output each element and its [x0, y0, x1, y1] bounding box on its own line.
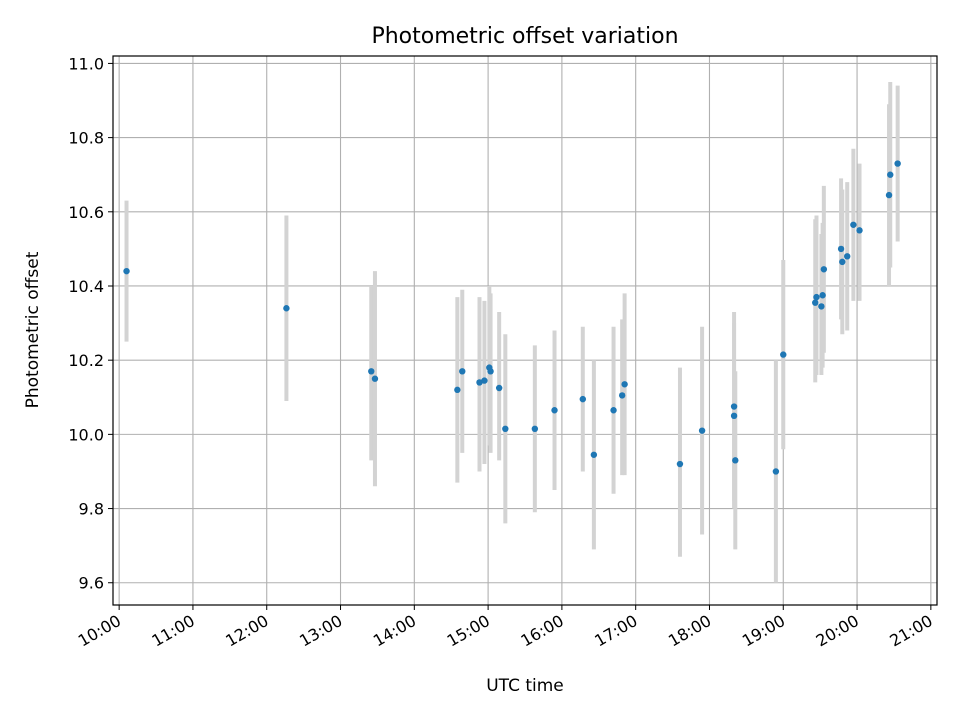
- x-tick-label: 14:00: [370, 611, 419, 651]
- data-point: [772, 468, 780, 475]
- data-points: [123, 160, 901, 475]
- y-tick-label: 10.6: [68, 203, 104, 222]
- data-point: [730, 403, 738, 410]
- data-point: [819, 292, 826, 299]
- chart-title: Photometric offset variation: [371, 24, 678, 49]
- x-tick-label: 10:00: [75, 611, 124, 651]
- data-point: [887, 171, 894, 178]
- x-tick-label: 13:00: [296, 611, 345, 651]
- x-tick-label: 11:00: [149, 611, 198, 651]
- x-tick-label: 16:00: [517, 611, 566, 651]
- data-point: [481, 377, 488, 384]
- data-point: [123, 267, 130, 275]
- data-point: [579, 395, 587, 403]
- x-tick-label: 21:00: [886, 611, 935, 651]
- data-point: [531, 425, 539, 433]
- data-point: [476, 379, 483, 386]
- data-point: [590, 451, 598, 458]
- y-tick-label: 9.8: [79, 500, 104, 519]
- y-tick-label: 10.0: [68, 425, 104, 444]
- y-axis-label: Photometric offset: [23, 251, 43, 408]
- data-point: [885, 191, 893, 199]
- data-point: [732, 457, 739, 464]
- x-tick-label: 19:00: [739, 611, 788, 651]
- data-point: [894, 160, 901, 167]
- x-axis-label: UTC time: [486, 676, 564, 696]
- data-point: [856, 227, 863, 234]
- grid-lines: [113, 56, 937, 605]
- error-bars: [124, 81, 900, 583]
- data-point: [676, 460, 684, 468]
- data-point: [495, 384, 503, 392]
- data-point: [487, 368, 494, 375]
- x-tick-label: 15:00: [444, 611, 493, 651]
- y-tick-label: 10.4: [68, 277, 104, 296]
- data-point: [698, 427, 706, 434]
- data-point: [502, 425, 509, 433]
- axis-ticks: 10:00 11:00 12:00 13:00 14:00 15:00 16:00 17:00…: [68, 54, 935, 650]
- x-tick-label: 18:00: [665, 611, 714, 651]
- data-point: [283, 305, 290, 312]
- data-point: [839, 258, 846, 266]
- data-point: [730, 412, 738, 420]
- plot-frame: [112, 55, 938, 606]
- data-point: [820, 266, 828, 273]
- data-point: [818, 303, 825, 310]
- data-point: [454, 386, 461, 394]
- x-tick-label: 17:00: [591, 611, 640, 651]
- x-tick-label: 12:00: [222, 611, 271, 651]
- data-point: [551, 407, 558, 414]
- x-tick-label: 20:00: [813, 611, 862, 651]
- data-point: [621, 381, 628, 388]
- data-point: [459, 368, 466, 375]
- y-tick-label: 10.8: [68, 129, 104, 148]
- y-tick-label: 11.0: [68, 54, 104, 73]
- y-tick-label: 10.2: [68, 351, 104, 370]
- data-point: [368, 368, 375, 375]
- data-point: [780, 351, 787, 358]
- data-point: [850, 221, 857, 228]
- data-point: [812, 299, 819, 306]
- data-point: [610, 407, 617, 414]
- data-point: [371, 375, 379, 382]
- y-tick-label: 9.6: [79, 574, 104, 593]
- data-point: [844, 253, 851, 260]
- data-point: [618, 392, 626, 399]
- data-point: [837, 245, 845, 253]
- data-point: [813, 293, 820, 301]
